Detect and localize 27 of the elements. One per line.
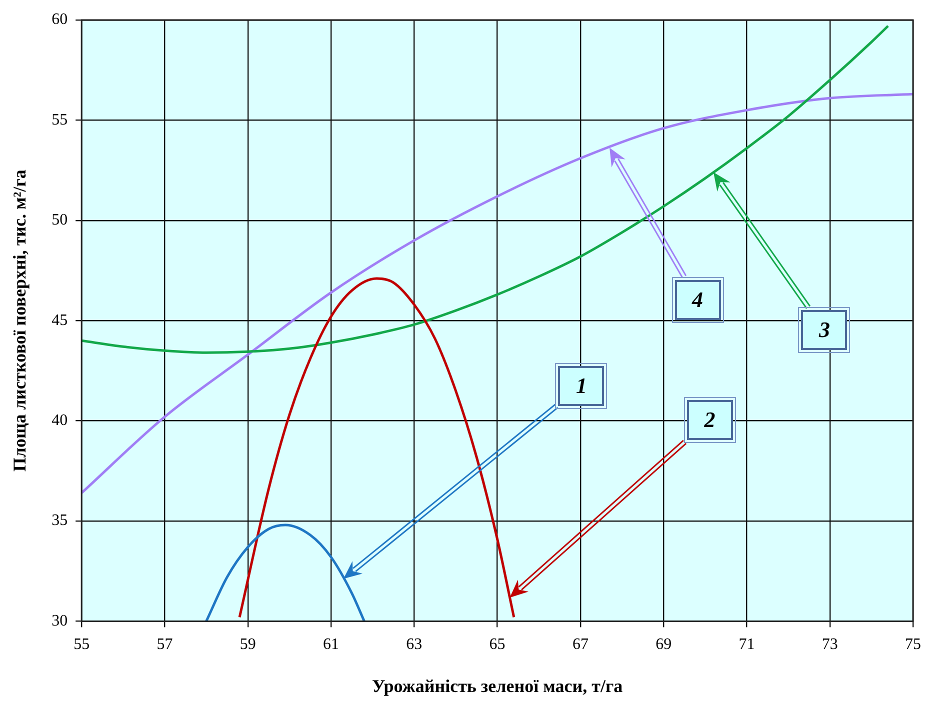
x-tick-label: 59	[240, 636, 256, 654]
x-tick-label: 57	[156, 636, 173, 654]
annotation: 4	[674, 280, 721, 320]
annotation: 1	[558, 366, 604, 406]
line-series	[238, 277, 516, 618]
x-tick-label: 75	[905, 636, 921, 654]
x-tick-label: 55	[74, 636, 90, 654]
line-series	[82, 24, 890, 354]
x-tick-label: 65	[489, 636, 506, 654]
x-tick-label: 63	[406, 636, 422, 654]
y-tick-label: 35	[52, 512, 68, 530]
x-tick-label: 73	[822, 636, 838, 654]
x-tick-label: 71	[738, 636, 755, 654]
y-tick-label: 60	[52, 11, 68, 28]
x-tick-label: 67	[572, 636, 588, 654]
x-tick-label: 69	[656, 636, 672, 654]
y-tick-label: 40	[52, 412, 68, 430]
y-tick-label: 45	[52, 312, 68, 329]
annotation: 3	[801, 310, 848, 350]
y-tick-label: 55	[52, 111, 68, 128]
y-tick-label: 50	[52, 212, 68, 229]
y-axis-title: Площа листкової поверхні, тис. м²/га	[9, 170, 30, 472]
y-tick-label: 30	[52, 612, 68, 630]
x-axis-title: Урожайність зеленої маси, т/га	[372, 676, 623, 696]
x-tick-label: 61	[323, 636, 340, 654]
annotation: 2	[686, 400, 733, 440]
line-series	[205, 524, 366, 622]
